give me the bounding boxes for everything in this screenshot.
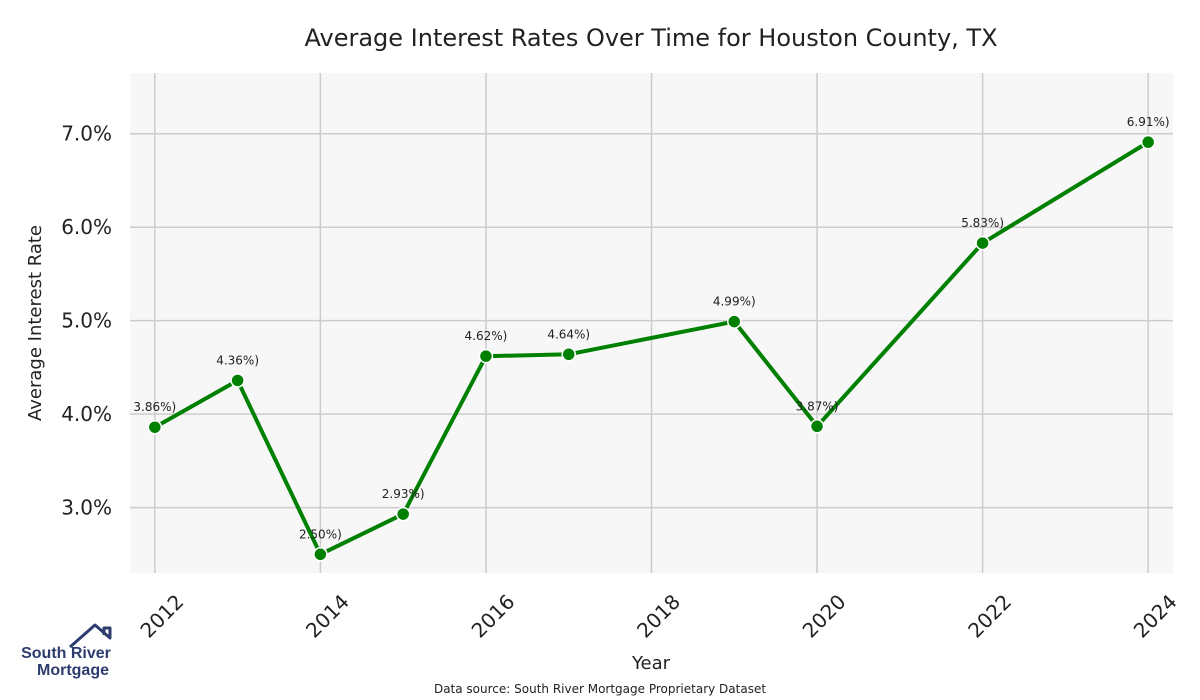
- data-label: 4.36%): [216, 353, 259, 367]
- x-tick-label: 2020: [798, 590, 851, 643]
- y-tick-label: 6.0%: [61, 215, 112, 239]
- x-tick-label: 2018: [632, 590, 685, 643]
- data-label: 5.83%): [961, 216, 1004, 230]
- data-point: [147, 419, 163, 435]
- data-label: 4.62%): [465, 329, 508, 343]
- data-point: [395, 506, 411, 522]
- logo-line1: South River: [21, 645, 111, 662]
- source-note: Data source: South River Mortgage Propri…: [434, 682, 766, 696]
- x-tick-label: 2022: [963, 590, 1016, 643]
- y-tick-label: 5.0%: [61, 309, 112, 333]
- data-label: 6.91%): [1127, 115, 1170, 129]
- grid-lines: [130, 73, 1173, 573]
- x-tick-label: 2012: [135, 590, 188, 643]
- data-labels: 3.86%) 4.36%) 2.50%) 2.93%) 4.62%) 4.64%) 4.99…: [133, 115, 1169, 541]
- data-label: 4.99%): [713, 295, 756, 309]
- data-label: 2.50%): [299, 527, 342, 541]
- chart-title: Average Interest Rates Over Time for Hou…: [304, 24, 997, 52]
- x-axis-label: Year: [631, 653, 671, 674]
- series-line: [153, 140, 1150, 557]
- data-point: [1140, 134, 1156, 150]
- data-point: [727, 314, 742, 329]
- logo-line2: Mortgage: [37, 662, 109, 679]
- data-point: [478, 348, 494, 364]
- data-point: [313, 547, 328, 562]
- x-tick-label: 2014: [301, 590, 354, 643]
- data-label: 4.64%): [547, 327, 590, 341]
- house-roof-icon: [69, 623, 112, 649]
- y-tick-label: 3.0%: [61, 496, 112, 520]
- data-point: [230, 373, 245, 388]
- data-point: [809, 419, 825, 434]
- x-tick-label: 2024: [1129, 590, 1182, 643]
- data-point: [975, 235, 990, 251]
- x-tick-label: 2016: [467, 590, 520, 643]
- y-axis-label: Average Interest Rate: [25, 225, 46, 421]
- data-label: 3.87%): [796, 399, 839, 413]
- logo: South River Mortgage: [21, 623, 112, 679]
- y-tick-label: 4.0%: [61, 402, 112, 426]
- y-tick-label: 7.0%: [61, 122, 112, 146]
- data-points: [147, 134, 1156, 562]
- data-point: [561, 347, 576, 362]
- data-label: 3.86%): [133, 400, 176, 414]
- data-label: 2.93%): [382, 487, 425, 501]
